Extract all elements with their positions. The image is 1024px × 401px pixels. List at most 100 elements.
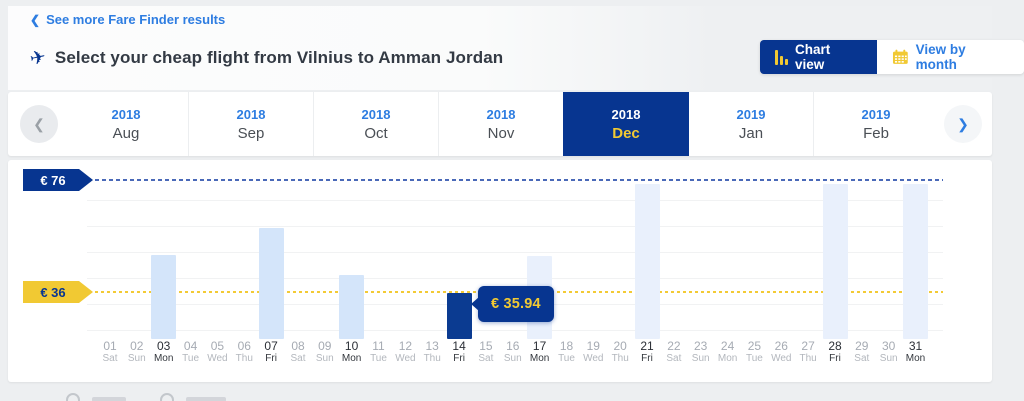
tab-month: Sep — [237, 124, 265, 142]
max-price-line — [95, 179, 943, 181]
day-label-14[interactable]: 14 Fri — [445, 340, 473, 365]
day-number: 21 — [640, 339, 654, 353]
day-label-10[interactable]: 10 Mon — [338, 340, 366, 365]
day-label-24: 24 Mon — [714, 340, 742, 365]
day-label-26: 26 Wed — [767, 340, 795, 365]
chevron-right-icon: ❯ — [957, 115, 969, 132]
tab-year: 2019 — [736, 106, 766, 122]
day-weekday: Mon — [341, 353, 362, 364]
day-label-13: 13 Thu — [418, 340, 446, 365]
day-number: 05 — [210, 339, 225, 353]
day-label-12: 12 Wed — [391, 340, 419, 365]
tab-month: Jan — [738, 124, 764, 142]
day-weekday: Sat — [102, 353, 118, 364]
price-bar-31[interactable] — [903, 184, 928, 339]
day-weekday: Tue — [370, 353, 387, 364]
price-bar-03[interactable] — [151, 255, 177, 339]
radio-icon[interactable] — [66, 393, 80, 401]
tab-year: 2018 — [236, 106, 266, 122]
price-bar-14[interactable] — [446, 293, 472, 339]
day-label-06: 06 Thu — [230, 340, 258, 365]
tooltip-caret-icon — [471, 297, 479, 311]
day-label-03[interactable]: 03 Mon — [150, 340, 178, 365]
day-number: 31 — [908, 339, 923, 353]
month-tab-2018-nov[interactable]: 2018 Nov — [438, 92, 563, 156]
gridline — [87, 200, 943, 201]
day-label-28[interactable]: 28 Fri — [821, 340, 849, 365]
month-tab-2019-feb[interactable]: 2019 Feb — [813, 92, 938, 156]
day-number: 18 — [559, 339, 574, 353]
day-weekday: Mon — [153, 353, 174, 364]
previous-months-button[interactable]: ❮ — [20, 105, 58, 143]
selected-price-tooltip: € 35.94 — [471, 286, 554, 322]
day-label-16: 16 Sun — [499, 340, 527, 365]
day-number: 06 — [237, 339, 251, 353]
cutoff-legend-row — [0, 390, 1024, 401]
day-weekday: Thu — [611, 353, 629, 364]
day-number: 15 — [479, 339, 493, 353]
back-link[interactable]: ❮ See more Fare Finder results — [30, 12, 225, 27]
bar-chart-icon — [775, 49, 788, 65]
price-bar-10[interactable] — [339, 275, 365, 339]
day-weekday: Sat — [854, 353, 870, 364]
day-label-30: 30 Sun — [875, 340, 903, 365]
day-weekday: Wed — [395, 353, 416, 364]
day-weekday: Sun — [127, 353, 146, 364]
back-link-label: See more Fare Finder results — [46, 12, 226, 27]
day-weekday: Fri — [453, 353, 465, 364]
day-number: 28 — [828, 339, 842, 353]
title-row: ✈ Select your cheap flight from Vilnius … — [28, 46, 503, 70]
day-weekday: Fri — [265, 353, 277, 364]
radio-icon[interactable] — [160, 393, 174, 401]
day-number: 23 — [694, 339, 708, 353]
chart-view-label: Chart view — [795, 42, 831, 72]
day-number: 03 — [157, 339, 171, 353]
day-weekday: Mon — [717, 353, 738, 364]
day-number: 14 — [452, 339, 466, 353]
month-tab-2019-jan[interactable]: 2019 Jan — [688, 92, 813, 156]
tab-year: 2019 — [861, 106, 891, 122]
view-by-month-button[interactable]: View by month — [876, 40, 1024, 74]
selected-price: € 35.94 — [491, 296, 541, 312]
day-weekday: Thu — [235, 353, 253, 364]
max-price-badge: € 76 — [23, 169, 93, 191]
chevron-left-icon: ❮ — [33, 115, 45, 132]
day-weekday: Mon — [529, 353, 550, 364]
gridline — [87, 330, 943, 331]
day-number: 29 — [855, 339, 869, 353]
month-tab-2018-aug[interactable]: 2018 Aug — [64, 92, 188, 156]
price-bar-07[interactable] — [258, 228, 284, 339]
gridline — [87, 226, 943, 227]
price-bar-21[interactable] — [634, 184, 660, 339]
month-tab-2018-dec[interactable]: 2018 Dec — [563, 92, 688, 156]
tab-year: 2018 — [361, 106, 391, 122]
day-label-07[interactable]: 07 Fri — [257, 340, 285, 365]
month-tab-2018-oct[interactable]: 2018 Oct — [313, 92, 438, 156]
day-label-09: 09 Sun — [311, 340, 339, 365]
day-weekday: Sun — [879, 353, 898, 364]
day-weekday: Sun — [315, 353, 334, 364]
gridline — [87, 252, 943, 253]
next-months-button[interactable]: ❯ — [944, 105, 982, 143]
day-weekday: Sat — [290, 353, 306, 364]
day-label-31[interactable]: 31 Mon — [902, 340, 930, 365]
min-price-badge: € 36 — [23, 281, 93, 303]
tab-year: 2018 — [111, 106, 141, 122]
tab-month: Feb — [863, 124, 889, 142]
day-weekday: Sat — [666, 353, 682, 364]
day-number: 11 — [372, 339, 385, 353]
day-label-22: 22 Sat — [660, 340, 688, 365]
day-number: 22 — [667, 339, 681, 353]
day-label-17[interactable]: 17 Mon — [526, 340, 554, 365]
view-toggle: Chart view View by month — [760, 40, 1024, 74]
month-tab-2018-sep[interactable]: 2018 Sep — [188, 92, 313, 156]
tab-month: Oct — [364, 124, 388, 142]
price-bar-28[interactable] — [822, 184, 848, 339]
day-number: 19 — [586, 339, 600, 353]
chart-view-button[interactable]: Chart view — [760, 40, 877, 74]
tab-month: Dec — [612, 124, 640, 142]
day-label-21[interactable]: 21 Fri — [633, 340, 661, 365]
day-weekday: Fri — [829, 353, 841, 364]
chevron-left-icon: ❮ — [30, 12, 41, 27]
